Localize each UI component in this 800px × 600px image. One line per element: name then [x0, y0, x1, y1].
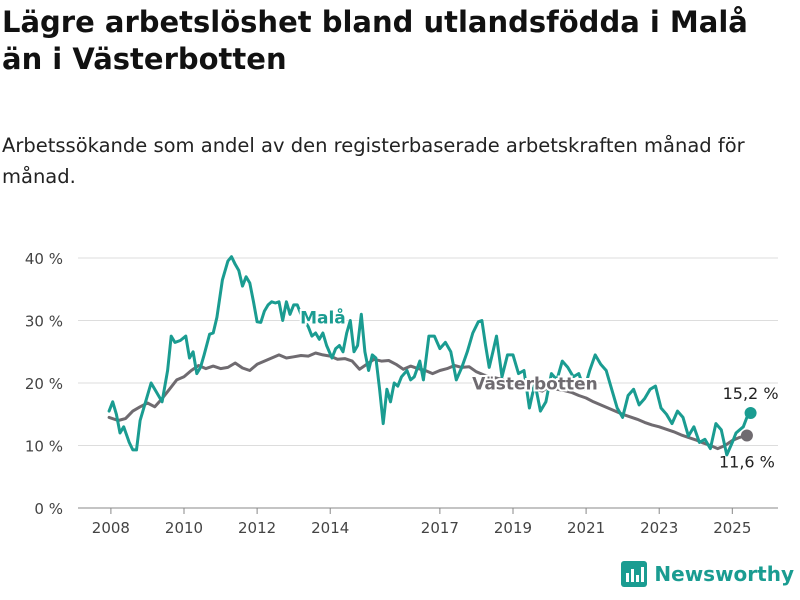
- y-tick-label: 0 %: [34, 500, 63, 518]
- series-annotations: Malå Västerbotten 15,2 % 11,6 %: [298, 305, 779, 472]
- x-tick-label: 2012: [238, 519, 276, 537]
- y-gridlines: [78, 257, 778, 446]
- brand-name: Newsworthy: [654, 562, 794, 586]
- y-tick-labels: 0 % 10 % 20 % 30 % 40 %: [25, 250, 63, 518]
- series-lines: [107, 255, 753, 457]
- series-label: Malå: [300, 307, 346, 329]
- chart-subtitle: Arbetssökande som andel av den registerb…: [2, 134, 745, 188]
- x-tick-label: 2019: [494, 519, 532, 537]
- x-tick-label: 2025: [713, 519, 751, 537]
- end-point-marker: [744, 407, 757, 419]
- newsworthy-logo: Newsworthy: [621, 560, 794, 588]
- x-tick-label: 2010: [165, 519, 203, 537]
- x-tick-label: 2021: [567, 519, 605, 537]
- series-label: Västerbotten: [472, 374, 598, 394]
- end-point-marker: [740, 429, 753, 442]
- x-tick-label: 2017: [421, 519, 459, 537]
- end-value-label: 11,6 %: [719, 453, 775, 472]
- line-chart: 0 % 10 % 20 % 30 % 40 % 2008 2010 2012 2014 2017…: [25, 250, 779, 537]
- chart-title: Lägre arbetslöshet bland utlandsfödda i …: [2, 5, 748, 76]
- y-tick-label: 10 %: [25, 438, 63, 456]
- y-tick-label: 20 %: [25, 375, 63, 393]
- x-tick-label: 2008: [92, 519, 130, 537]
- y-tick-label: 40 %: [25, 250, 63, 268]
- series-line-vasterbotten: [107, 351, 749, 451]
- y-tick-label: 30 %: [25, 313, 63, 331]
- x-axis: 2008 2010 2012 2014 2017 2019 2021 2023 2025: [78, 507, 778, 537]
- series-line-mala: [107, 255, 753, 457]
- bar-chart-logo-icon: [621, 561, 648, 587]
- end-value-label: 15,2 %: [723, 384, 779, 403]
- x-tick-label: 2023: [640, 519, 678, 537]
- x-tick-label: 2014: [311, 519, 349, 537]
